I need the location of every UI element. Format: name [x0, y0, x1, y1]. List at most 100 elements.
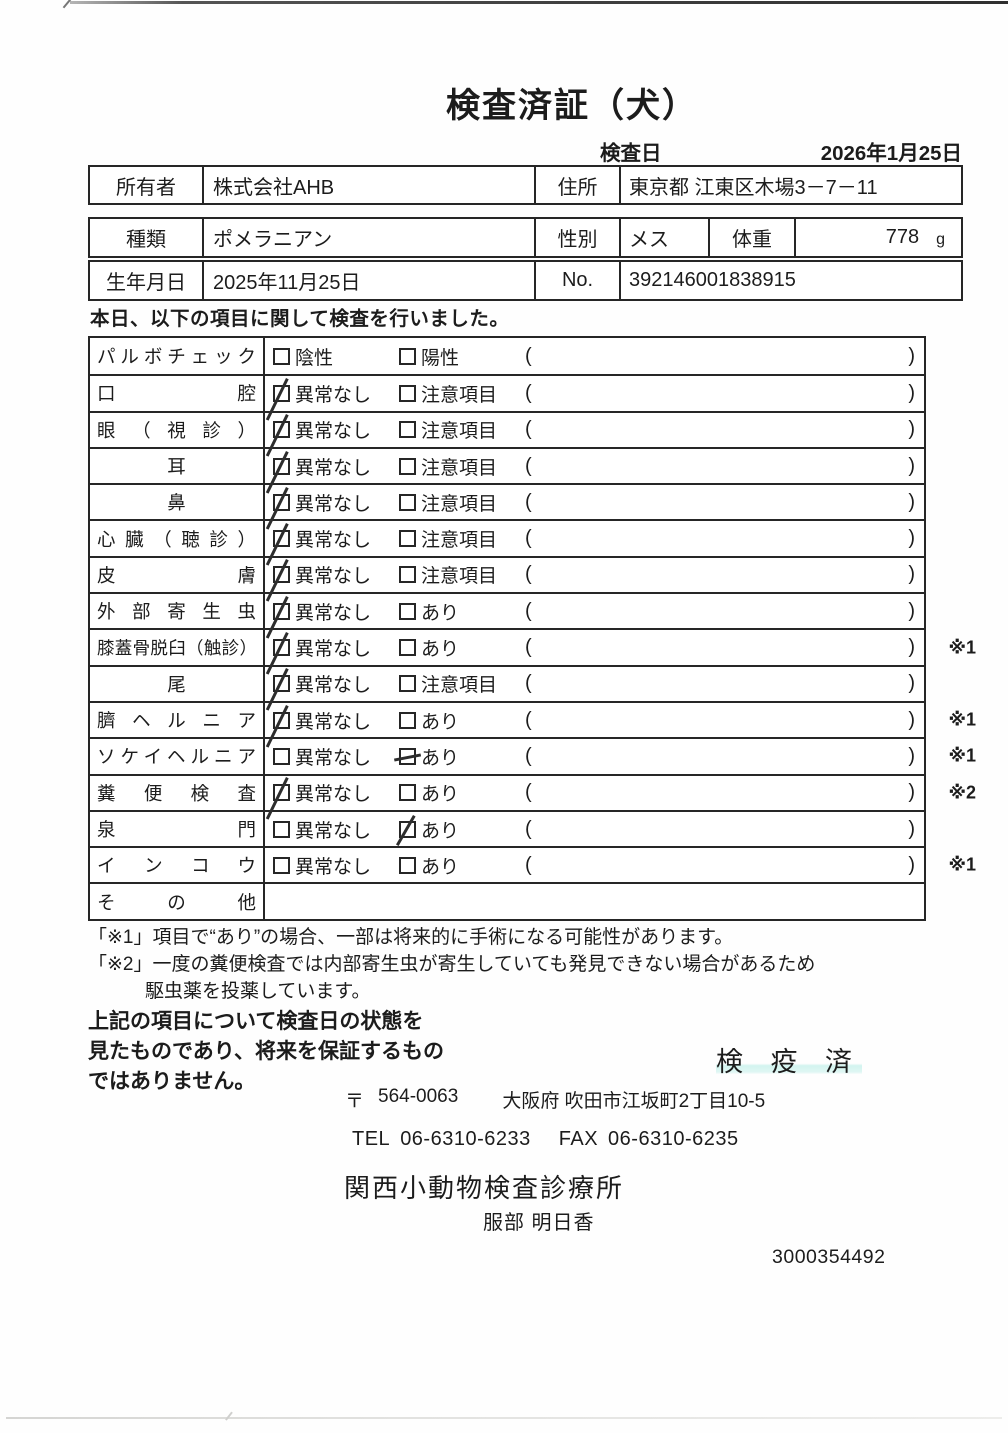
- option-2-label: 注意項目: [421, 530, 498, 552]
- option-2-label: あり: [421, 711, 460, 733]
- exam-row-label-cell: 口腔: [90, 376, 265, 411]
- exam-row: ソケイヘルニア 異常なし あり ( ) ※1: [90, 737, 976, 774]
- exam-row: 鼻 異常なし 注意項目 ( ): [90, 483, 924, 530]
- exam-row-label-cell: その他: [90, 884, 265, 919]
- option-2: 注意項目: [399, 561, 497, 588]
- checkbox-icon: [265, 523, 290, 566]
- paren-close: ): [908, 636, 915, 659]
- paren-close: ): [908, 708, 915, 731]
- option-2: あり: [399, 707, 459, 734]
- inspection-date-row: 検査日 2026年1月25日: [600, 136, 962, 166]
- option-2-label: 注意項目: [421, 384, 498, 406]
- paren-close: ): [908, 853, 915, 876]
- option-2: 注意項目: [399, 489, 497, 516]
- tel-number: 06-6310-6233: [400, 1128, 531, 1150]
- paren-open: (: [525, 708, 532, 731]
- option-2: 注意項目: [399, 453, 497, 480]
- paren-close: ): [908, 599, 915, 622]
- exam-row-label: その他: [97, 891, 256, 913]
- checkbox-icon: [265, 486, 290, 530]
- note-marker: ※1: [948, 854, 976, 875]
- checkbox-icon: [273, 347, 290, 365]
- paren-open: (: [525, 454, 532, 477]
- paren-open: (: [525, 599, 532, 622]
- note-marker: ※2: [948, 782, 976, 803]
- exam-row-label-cell: インコウ: [90, 848, 265, 883]
- option-1-label: 異常なし: [295, 856, 372, 878]
- exam-row-label-cell: 尾: [90, 666, 265, 701]
- option-2: あり: [399, 779, 459, 806]
- address-value: 東京都 江東区木場3－7－11: [619, 167, 961, 203]
- option-2-label: あり: [421, 856, 460, 878]
- checkbox-icon: [399, 384, 416, 402]
- exam-row-label: ソケイヘルニア: [97, 746, 256, 768]
- option-1-label: 異常なし: [295, 421, 372, 443]
- checkmark-icon: [394, 753, 421, 762]
- exam-row-content-cell: 異常なし あり ( ): [265, 848, 924, 882]
- note-marker: ※1: [948, 709, 976, 730]
- birth-value: 2025年11月25日: [202, 262, 534, 299]
- quarantine-stamp: 検 疫 済: [716, 1040, 863, 1079]
- paren-open: (: [525, 781, 532, 804]
- paren-open: (: [525, 490, 532, 513]
- paren-close: ): [908, 563, 915, 586]
- checkbox-icon: [399, 347, 416, 365]
- option-2-label: あり: [421, 747, 460, 769]
- fax-label: FAX: [558, 1128, 599, 1150]
- exam-row: 泉門 異常なし あり ( ): [90, 809, 924, 847]
- weight-label: 体重: [708, 219, 794, 256]
- option-2-label: 陽性: [421, 347, 460, 369]
- exam-row-label: 尾: [167, 673, 186, 695]
- exam-row-content-cell: 異常なし 注意項目 ( ): [265, 376, 924, 421]
- note-2-line1: 「※2」一度の糞便検査では内部寄生虫が寄生していても発見できない場合があるため: [88, 954, 816, 975]
- exam-table: パルボチェック 陰性 陽性 ( ) 口腔 異常なし: [88, 336, 976, 921]
- exam-row-content-cell: 異常なし あり ( ): [265, 776, 924, 820]
- checkbox-icon: [399, 457, 416, 475]
- paren-open: (: [525, 853, 532, 876]
- checkbox-icon: [399, 421, 416, 439]
- option-1: 異常なし: [265, 523, 371, 566]
- paren-open: (: [525, 672, 532, 695]
- exam-row-label: 鼻: [167, 492, 186, 514]
- clinic-name: 関西小動物検査診療所: [344, 1173, 625, 1203]
- option-2: あり: [399, 598, 459, 625]
- exam-row-label: 糞便検査: [97, 782, 256, 804]
- exam-row-label: 臍ヘルニア: [97, 710, 256, 732]
- paren-open: (: [525, 744, 532, 767]
- option-2-label: あり: [421, 639, 460, 661]
- exam-row-label-cell: 眼（視診）: [90, 412, 265, 447]
- postal-address-line: 〒 564-0063 大阪府 吹田市江坂町2丁目10-5: [345, 1086, 765, 1113]
- exam-row-label: 皮膚: [97, 564, 256, 586]
- exam-row: 心臓（聴診） 異常なし 注意項目 ( ): [90, 519, 924, 566]
- checkbox-icon: [265, 450, 290, 494]
- breed-value: ポメラニアン: [202, 219, 534, 256]
- option-1-label: 異常なし: [295, 639, 372, 661]
- option-1-label: 異常なし: [295, 820, 372, 842]
- note-marker: ※1: [948, 745, 976, 766]
- exam-row-label-cell: 鼻: [90, 485, 265, 520]
- checkbox-icon: [399, 602, 416, 620]
- tel-label: TEL: [352, 1128, 391, 1150]
- exam-row-label: インコウ: [97, 855, 256, 877]
- exam-row-label-cell: 外部寄生虫: [90, 594, 265, 629]
- option-1-label: 異常なし: [295, 384, 372, 406]
- exam-row-label-cell: ソケイヘルニア: [90, 739, 265, 774]
- exam-row-label: 泉門: [97, 819, 256, 840]
- exam-row-label: 膝蓋骨脱臼（触診）: [97, 638, 257, 659]
- exam-row: その他: [90, 882, 924, 919]
- option-2: 注意項目: [399, 416, 497, 443]
- exam-row-label: パルボチェック: [97, 346, 256, 368]
- scan-artifact-bottom: [6, 1417, 1002, 1419]
- checkbox-icon: [265, 595, 290, 639]
- no-label: No.: [534, 262, 619, 299]
- exam-row-content-cell: 異常なし 注意項目 ( ): [265, 521, 924, 566]
- paren-open: (: [525, 527, 532, 550]
- option-1: 異常なし: [265, 704, 371, 748]
- option-1: 異常なし: [265, 668, 371, 711]
- paren-open: (: [525, 563, 532, 586]
- option-2: 注意項目: [399, 380, 497, 407]
- option-1: 異常なし: [265, 414, 372, 457]
- option-1: 異常なし: [265, 450, 371, 494]
- exam-row-content-cell: 異常なし あり ( ): [265, 703, 924, 748]
- address-label: 住所: [534, 167, 619, 203]
